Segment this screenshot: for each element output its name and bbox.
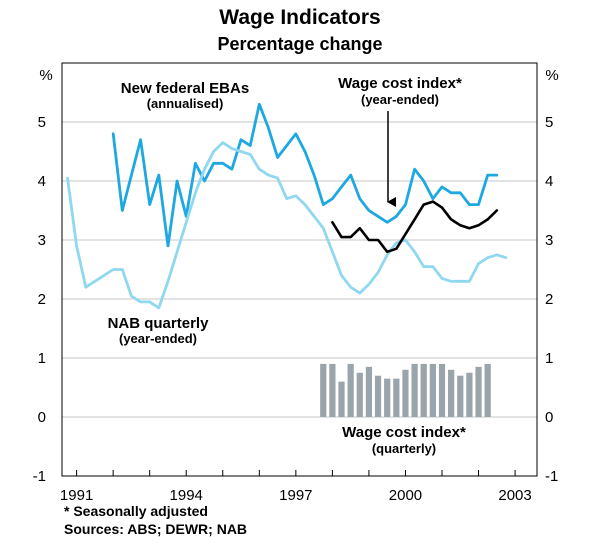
wci-quarterly-bar <box>475 366 482 417</box>
ebas-line <box>111 102 499 248</box>
y-tick-label-right: 0 <box>545 409 553 426</box>
wci-quarterly-bar <box>429 363 436 417</box>
wci-label: Wage cost index* <box>338 75 462 92</box>
footnote-sources: Sources: ABS; DEWR; NAB <box>64 521 248 537</box>
wci-quarterly-bar <box>329 363 336 417</box>
wci-quarterly-bar <box>338 381 345 417</box>
footnote-seasonal: * Seasonally adjusted <box>64 503 208 519</box>
series-lines <box>66 102 508 310</box>
wci-quarterly-bar <box>393 378 400 417</box>
x-tick-label: 2000 <box>389 487 422 504</box>
ebas-sublabel: (annualised) <box>147 96 224 111</box>
y-tick-label-right: 1 <box>545 350 553 367</box>
wci-quarterly-label: Wage cost index* <box>342 424 466 441</box>
x-tick-label: 1991 <box>60 487 93 504</box>
y-tick-label-left: 3 <box>38 232 46 249</box>
x-tick-label: 2003 <box>498 487 531 504</box>
wci-quarterly-bars <box>320 363 491 417</box>
wci-quarterly-bar <box>384 378 391 417</box>
wci-quarterly-bar <box>420 363 427 417</box>
y-tick-label-left: 5 <box>38 114 46 131</box>
axis-ticks <box>76 470 516 476</box>
wci-quarterly-bar <box>402 369 409 417</box>
chart-title: Wage Indicators <box>219 6 381 29</box>
nab-sublabel: (year-ended) <box>119 331 197 346</box>
wci-quarterly-bar <box>374 375 382 417</box>
y-tick-label-right: -1 <box>545 468 558 485</box>
wci-sublabel: (year-ended) <box>361 92 439 107</box>
y-tick-label-left: 0 <box>38 409 46 426</box>
plot-frame <box>61 62 538 477</box>
y-unit-right: % <box>545 67 558 84</box>
wci-quarterly-bar <box>448 369 455 417</box>
wci-quarterly-bar <box>411 363 418 417</box>
wci-quarterly-bar <box>466 372 473 417</box>
nab-label: NAB quarterly <box>108 315 210 332</box>
y-tick-label-right: 5 <box>545 114 553 131</box>
y-tick-label-left: 4 <box>38 173 46 190</box>
wci-quarterly-bar <box>356 372 363 417</box>
wci-quarterly-bar <box>438 363 446 417</box>
wci-quarterly-bar <box>484 363 491 417</box>
ebas-label: New federal EBAs <box>121 80 249 97</box>
y-unit-left: % <box>39 67 52 84</box>
x-tick-label: 1994 <box>170 487 203 504</box>
wci-quarterly-sublabel: (quarterly) <box>372 441 436 456</box>
nab-line <box>66 141 508 310</box>
y-tick-label-right: 3 <box>545 232 553 249</box>
wci-quarterly-bar <box>320 363 327 417</box>
chart-subtitle: Percentage change <box>217 34 383 54</box>
y-tick-label-right: 2 <box>545 291 553 308</box>
x-tick-label: 1997 <box>279 487 312 504</box>
wci-quarterly-bar <box>347 363 354 417</box>
y-tick-label-left: 2 <box>38 291 46 308</box>
y-tick-label-right: 4 <box>545 173 553 190</box>
wci-quarterly-bar <box>457 375 464 417</box>
y-tick-label-left: -1 <box>33 468 46 485</box>
wci-line <box>331 200 499 254</box>
y-tick-label-left: 1 <box>38 350 46 367</box>
axis-labels: -1 -1 0 0 1 1 2 2 3 3 4 4 5 5 1991 1994 1997 2000 2003 <box>33 114 559 504</box>
wci-quarterly-bar <box>365 366 373 417</box>
